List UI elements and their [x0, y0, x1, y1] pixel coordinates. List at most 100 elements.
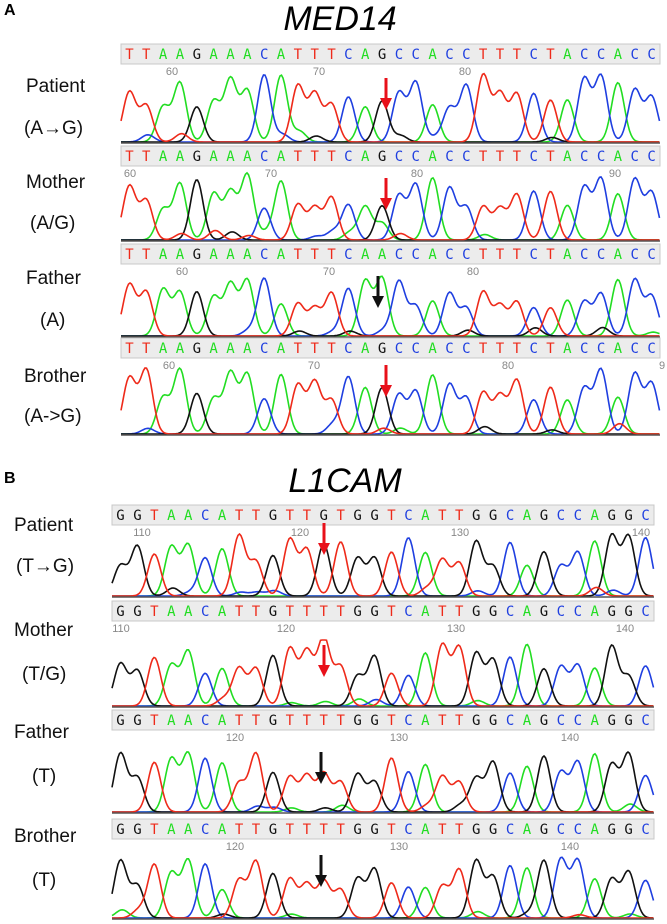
trace-G-l1cam-mother — [111, 644, 654, 707]
base-call: A — [226, 247, 235, 263]
base-call: T — [438, 604, 447, 620]
base-call: C — [445, 341, 453, 357]
base-call: A — [226, 47, 235, 63]
genotype-mother-a: (A/G) — [30, 213, 76, 234]
base-call: G — [269, 508, 277, 524]
base-call: C — [506, 604, 514, 620]
position-tick: 140 — [561, 732, 579, 744]
base-call: C — [647, 149, 655, 165]
base-call: A — [614, 149, 623, 165]
base-call: T — [235, 604, 244, 620]
base-call: A — [167, 713, 176, 729]
base-call: G — [540, 713, 548, 729]
base-call: T — [125, 149, 134, 165]
base-call: T — [303, 713, 312, 729]
label-father-b: Father — [14, 722, 69, 743]
base-call: A — [361, 341, 370, 357]
base-call: T — [546, 47, 555, 63]
base-call: C — [201, 604, 209, 620]
base-call: G — [472, 822, 480, 838]
base-call: G — [489, 604, 497, 620]
base-call: A — [167, 822, 176, 838]
base-call: C — [412, 149, 420, 165]
panel-letter-b: B — [4, 470, 16, 487]
base-call: T — [327, 149, 336, 165]
trace-A-med14-mother — [121, 171, 660, 241]
label-brother-b: Brother — [14, 826, 77, 847]
base-call: T — [310, 149, 319, 165]
base-call: T — [438, 508, 447, 524]
trace-C-l1cam-father — [112, 757, 655, 813]
base-call: C — [580, 47, 588, 63]
base-call: A — [243, 149, 252, 165]
base-call: T — [479, 247, 488, 263]
gene-title-med14: MED14 — [283, 0, 397, 38]
base-call: T — [142, 341, 151, 357]
trace-C-l1cam-brother — [112, 856, 655, 919]
base-call: G — [269, 604, 277, 620]
base-call: T — [235, 822, 244, 838]
position-tick: 130 — [390, 732, 408, 744]
base-call: A — [428, 47, 437, 63]
base-call: C — [529, 341, 537, 357]
base-call: G — [193, 149, 201, 165]
base-call: T — [496, 47, 505, 63]
base-call: G — [193, 247, 201, 263]
base-call: T — [513, 47, 522, 63]
base-call: A — [614, 247, 623, 263]
base-call: T — [455, 508, 464, 524]
base-call: C — [641, 713, 649, 729]
base-call: A — [378, 247, 387, 263]
base-call: C — [574, 713, 582, 729]
position-tick: 130 — [451, 527, 469, 539]
base-call: G — [133, 822, 141, 838]
base-call: T — [327, 341, 336, 357]
base-call: C — [529, 149, 537, 165]
sequence-bar-l1cam-brother — [111, 818, 655, 840]
base-call: A — [591, 822, 600, 838]
position-tick: 80 — [411, 168, 423, 180]
position-tick: 140 — [561, 841, 579, 853]
base-call: T — [438, 822, 447, 838]
trace-C-med14-brother — [121, 367, 661, 435]
base-call: C — [462, 247, 470, 263]
base-call: C — [201, 822, 209, 838]
position-tick: 120 — [291, 527, 309, 539]
base-call: T — [310, 247, 319, 263]
base-call: C — [404, 713, 412, 729]
base-call: A — [277, 341, 286, 357]
sequence-bar-l1cam-mother — [111, 600, 655, 622]
base-call: C — [344, 47, 352, 63]
base-call: G — [607, 713, 615, 729]
base-call: G — [540, 822, 548, 838]
base-call: G — [133, 713, 141, 729]
sequence-bar-med14-brother — [120, 337, 661, 359]
base-call: T — [294, 149, 303, 165]
base-call: C — [506, 822, 514, 838]
base-call: G — [540, 508, 548, 524]
trace-C-l1cam-mother — [112, 656, 655, 707]
trace-T-l1cam-patient — [112, 532, 654, 597]
base-call: A — [361, 247, 370, 263]
base-call: A — [176, 47, 185, 63]
position-tick: 70 — [313, 66, 325, 78]
position-tick: 120 — [226, 841, 244, 853]
base-call: A — [523, 713, 532, 729]
position-tick: 70 — [323, 266, 335, 278]
base-call: A — [523, 822, 532, 838]
base-call: T — [303, 822, 312, 838]
base-call: T — [150, 508, 159, 524]
base-call: C — [557, 822, 565, 838]
base-call: A — [226, 341, 235, 357]
base-call: T — [235, 508, 244, 524]
base-call: T — [320, 713, 329, 729]
position-tick: 80 — [459, 66, 471, 78]
variant-arrow-med14-patient — [380, 78, 392, 110]
base-call: C — [580, 247, 588, 263]
base-call: G — [472, 713, 480, 729]
base-call: C — [580, 341, 588, 357]
sequence-bar-med14-father — [120, 243, 661, 265]
base-call: G — [607, 604, 615, 620]
base-call: C — [344, 247, 352, 263]
base-call: G — [353, 822, 361, 838]
